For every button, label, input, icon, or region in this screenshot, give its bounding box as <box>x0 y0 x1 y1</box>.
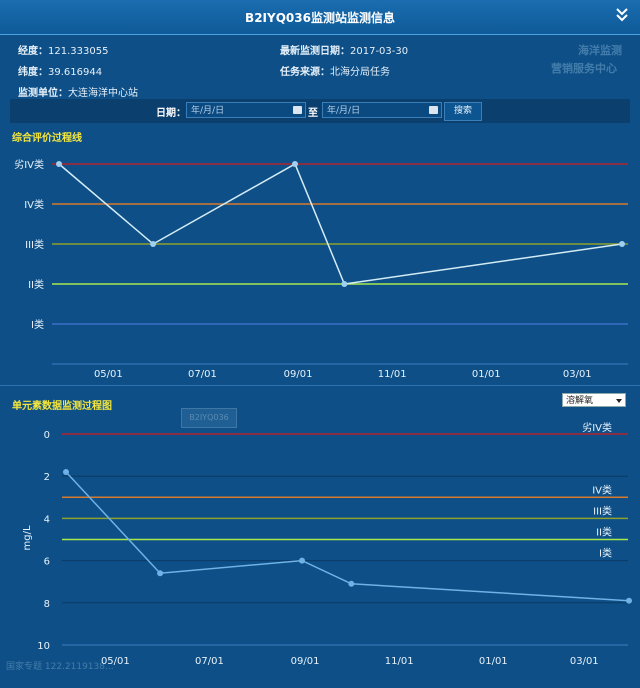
data-point <box>619 241 625 247</box>
calendar-icon[interactable] <box>429 106 438 114</box>
data-point <box>626 597 632 604</box>
x-tick-label: 09/01 <box>284 369 313 380</box>
x-tick-label: 05/01 <box>101 656 130 667</box>
x-tick-label: 07/01 <box>195 656 224 667</box>
date-to-label: 至 <box>308 108 318 119</box>
latest-date-value: 2017-03-30 <box>350 46 409 57</box>
data-point <box>157 570 164 577</box>
series-line <box>65 471 630 602</box>
date-label: 日期： <box>156 108 186 119</box>
section-divider <box>0 385 640 386</box>
y-tick-label: 8 <box>44 599 50 610</box>
task-source-value: 北海分局任务 <box>330 67 390 78</box>
y-tick-label: 劣IV类 <box>14 158 44 171</box>
element-select[interactable]: 溶解氧 <box>562 393 626 407</box>
date-from-input[interactable]: 年/月/日 <box>186 102 306 118</box>
task-source-label: 任务来源： <box>280 67 330 78</box>
y-tick-label: 4 <box>44 514 50 525</box>
threshold-label: 劣IV类 <box>582 421 612 434</box>
x-tick-label: 07/01 <box>188 369 217 380</box>
monitor-unit-value: 大连海洋中心站 <box>68 88 138 99</box>
watermark-text-2: 营销服务中心 <box>551 62 617 75</box>
longitude-value: 121.333055 <box>48 46 109 57</box>
y-tick-label: II类 <box>28 278 44 291</box>
monitor-unit-row: 监测单位：大连海洋中心站 <box>18 84 138 99</box>
longitude-row: 经度：121.333055 <box>18 42 108 57</box>
threshold-label: IV类 <box>592 483 612 496</box>
x-tick-label: 09/01 <box>291 656 320 667</box>
watermark-text-3: 国家专题 122.2119138... <box>6 662 114 672</box>
data-point <box>56 161 62 167</box>
y-tick-label: 6 <box>44 557 50 568</box>
chart2-title: 单元素数据监测过程图 <box>12 401 112 412</box>
longitude-label: 经度： <box>18 46 48 57</box>
data-point <box>348 580 355 587</box>
calendar-icon[interactable] <box>293 106 302 114</box>
x-tick-label: 01/01 <box>479 656 508 667</box>
y-tick-label: IV类 <box>24 198 44 211</box>
threshold-label: I类 <box>599 546 612 559</box>
dropdown-arrow-icon[interactable] <box>616 399 622 403</box>
element-select-value: 溶解氧 <box>566 396 594 406</box>
x-tick-label: 01/01 <box>472 369 501 380</box>
threshold-label: II类 <box>596 526 612 539</box>
panel-title: B2IYQ036监测站监测信息 <box>245 11 395 25</box>
chart1-title: 综合评价过程线 <box>12 133 82 144</box>
x-tick-label: 03/01 <box>563 369 592 380</box>
data-point <box>341 281 348 287</box>
watermark-text-1: 海洋监测 <box>578 44 622 57</box>
date-search-bar: 日期： 年/月/日 至 年/月/日 搜索 <box>10 99 630 123</box>
data-point <box>298 557 305 564</box>
x-tick-label: 11/01 <box>378 369 407 380</box>
latitude-label: 纬度： <box>18 67 48 78</box>
y-tick-label: I类 <box>31 318 44 331</box>
series-line <box>58 162 623 285</box>
y-axis-label: mg/L <box>22 525 33 550</box>
data-point <box>63 468 69 475</box>
panel-titlebar: B2IYQ036监测站监测信息 <box>0 0 640 35</box>
task-source-row: 任务来源：北海分局任务 <box>280 63 390 78</box>
data-point <box>291 161 298 167</box>
latest-date-row: 最新监测日期：2017-03-30 <box>280 42 408 57</box>
y-tick-label: 10 <box>37 641 50 652</box>
collapse-chevron-icon[interactable] <box>614 6 630 24</box>
latest-date-label: 最新监测日期： <box>280 46 350 57</box>
date-to-placeholder: 年/月/日 <box>327 106 361 116</box>
y-tick-label: III类 <box>25 238 44 251</box>
data-point <box>150 241 157 247</box>
x-tick-label: 11/01 <box>385 656 414 667</box>
threshold-label: III类 <box>593 504 612 517</box>
y-tick-label: 0 <box>44 430 50 441</box>
date-from-placeholder: 年/月/日 <box>191 106 225 116</box>
map-tooltip: B2IYQ036 <box>181 408 237 428</box>
element-chart: 0 2 4 6 8 10 mg/L 劣IV类 IV类 III类 II类 I类 05/01 07/01 09/… <box>22 421 632 667</box>
date-to-input[interactable]: 年/月/日 <box>322 102 442 118</box>
monitor-unit-label: 监测单位： <box>18 88 68 99</box>
evaluation-chart: 劣IV类 IV类 III类 II类 I类 05/01 07/01 09/01 11/01 01/0… <box>14 158 628 380</box>
latitude-row: 纬度：39.616944 <box>18 63 102 78</box>
y-tick-label: 2 <box>44 472 50 483</box>
latitude-value: 39.616944 <box>48 67 103 78</box>
search-button[interactable]: 搜索 <box>444 102 482 121</box>
x-tick-label: 05/01 <box>94 369 123 380</box>
x-tick-label: 03/01 <box>570 656 599 667</box>
